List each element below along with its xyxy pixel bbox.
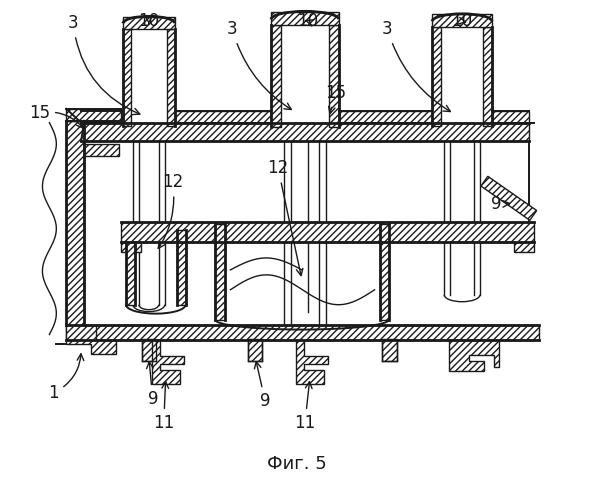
Text: 11: 11 — [153, 382, 174, 432]
Bar — [84, 144, 119, 156]
Text: 9: 9 — [146, 362, 158, 408]
Bar — [167, 29, 175, 126]
Bar — [381, 340, 397, 361]
Polygon shape — [449, 340, 499, 372]
Text: 15: 15 — [29, 104, 83, 128]
Bar — [66, 120, 84, 324]
Bar — [339, 111, 432, 122]
Bar — [121, 222, 534, 242]
Bar — [271, 12, 339, 26]
Bar — [329, 26, 339, 126]
Text: 10: 10 — [452, 12, 472, 30]
Text: 12: 12 — [268, 160, 303, 276]
Bar — [177, 230, 186, 304]
Text: 10: 10 — [138, 12, 159, 30]
Bar — [271, 26, 281, 126]
Bar — [483, 27, 492, 126]
Polygon shape — [481, 176, 537, 220]
Bar — [175, 111, 271, 122]
Polygon shape — [296, 340, 328, 384]
Bar — [514, 242, 534, 252]
Bar — [123, 29, 131, 126]
Bar — [432, 27, 441, 126]
Bar — [81, 111, 123, 122]
Bar — [142, 340, 156, 361]
Polygon shape — [66, 324, 116, 354]
Bar — [215, 224, 226, 320]
Polygon shape — [152, 340, 184, 384]
Text: 3: 3 — [68, 14, 140, 114]
Text: 10: 10 — [298, 12, 318, 30]
Bar — [126, 242, 135, 304]
Text: 11: 11 — [295, 382, 315, 432]
Text: Фиг. 5: Фиг. 5 — [267, 455, 327, 473]
Bar — [81, 122, 529, 140]
Text: 9: 9 — [255, 362, 271, 410]
Bar — [66, 109, 121, 120]
Text: 9: 9 — [491, 196, 509, 214]
Bar — [123, 18, 175, 29]
Bar — [432, 14, 492, 27]
Bar — [66, 324, 538, 340]
Bar — [380, 224, 390, 320]
Text: 3: 3 — [382, 20, 450, 112]
Bar — [492, 111, 529, 122]
Bar — [248, 340, 262, 361]
Text: 3: 3 — [227, 20, 292, 110]
Text: 15: 15 — [325, 84, 346, 114]
Bar — [121, 242, 141, 252]
Text: 12: 12 — [158, 174, 183, 248]
Text: 1: 1 — [48, 354, 84, 402]
